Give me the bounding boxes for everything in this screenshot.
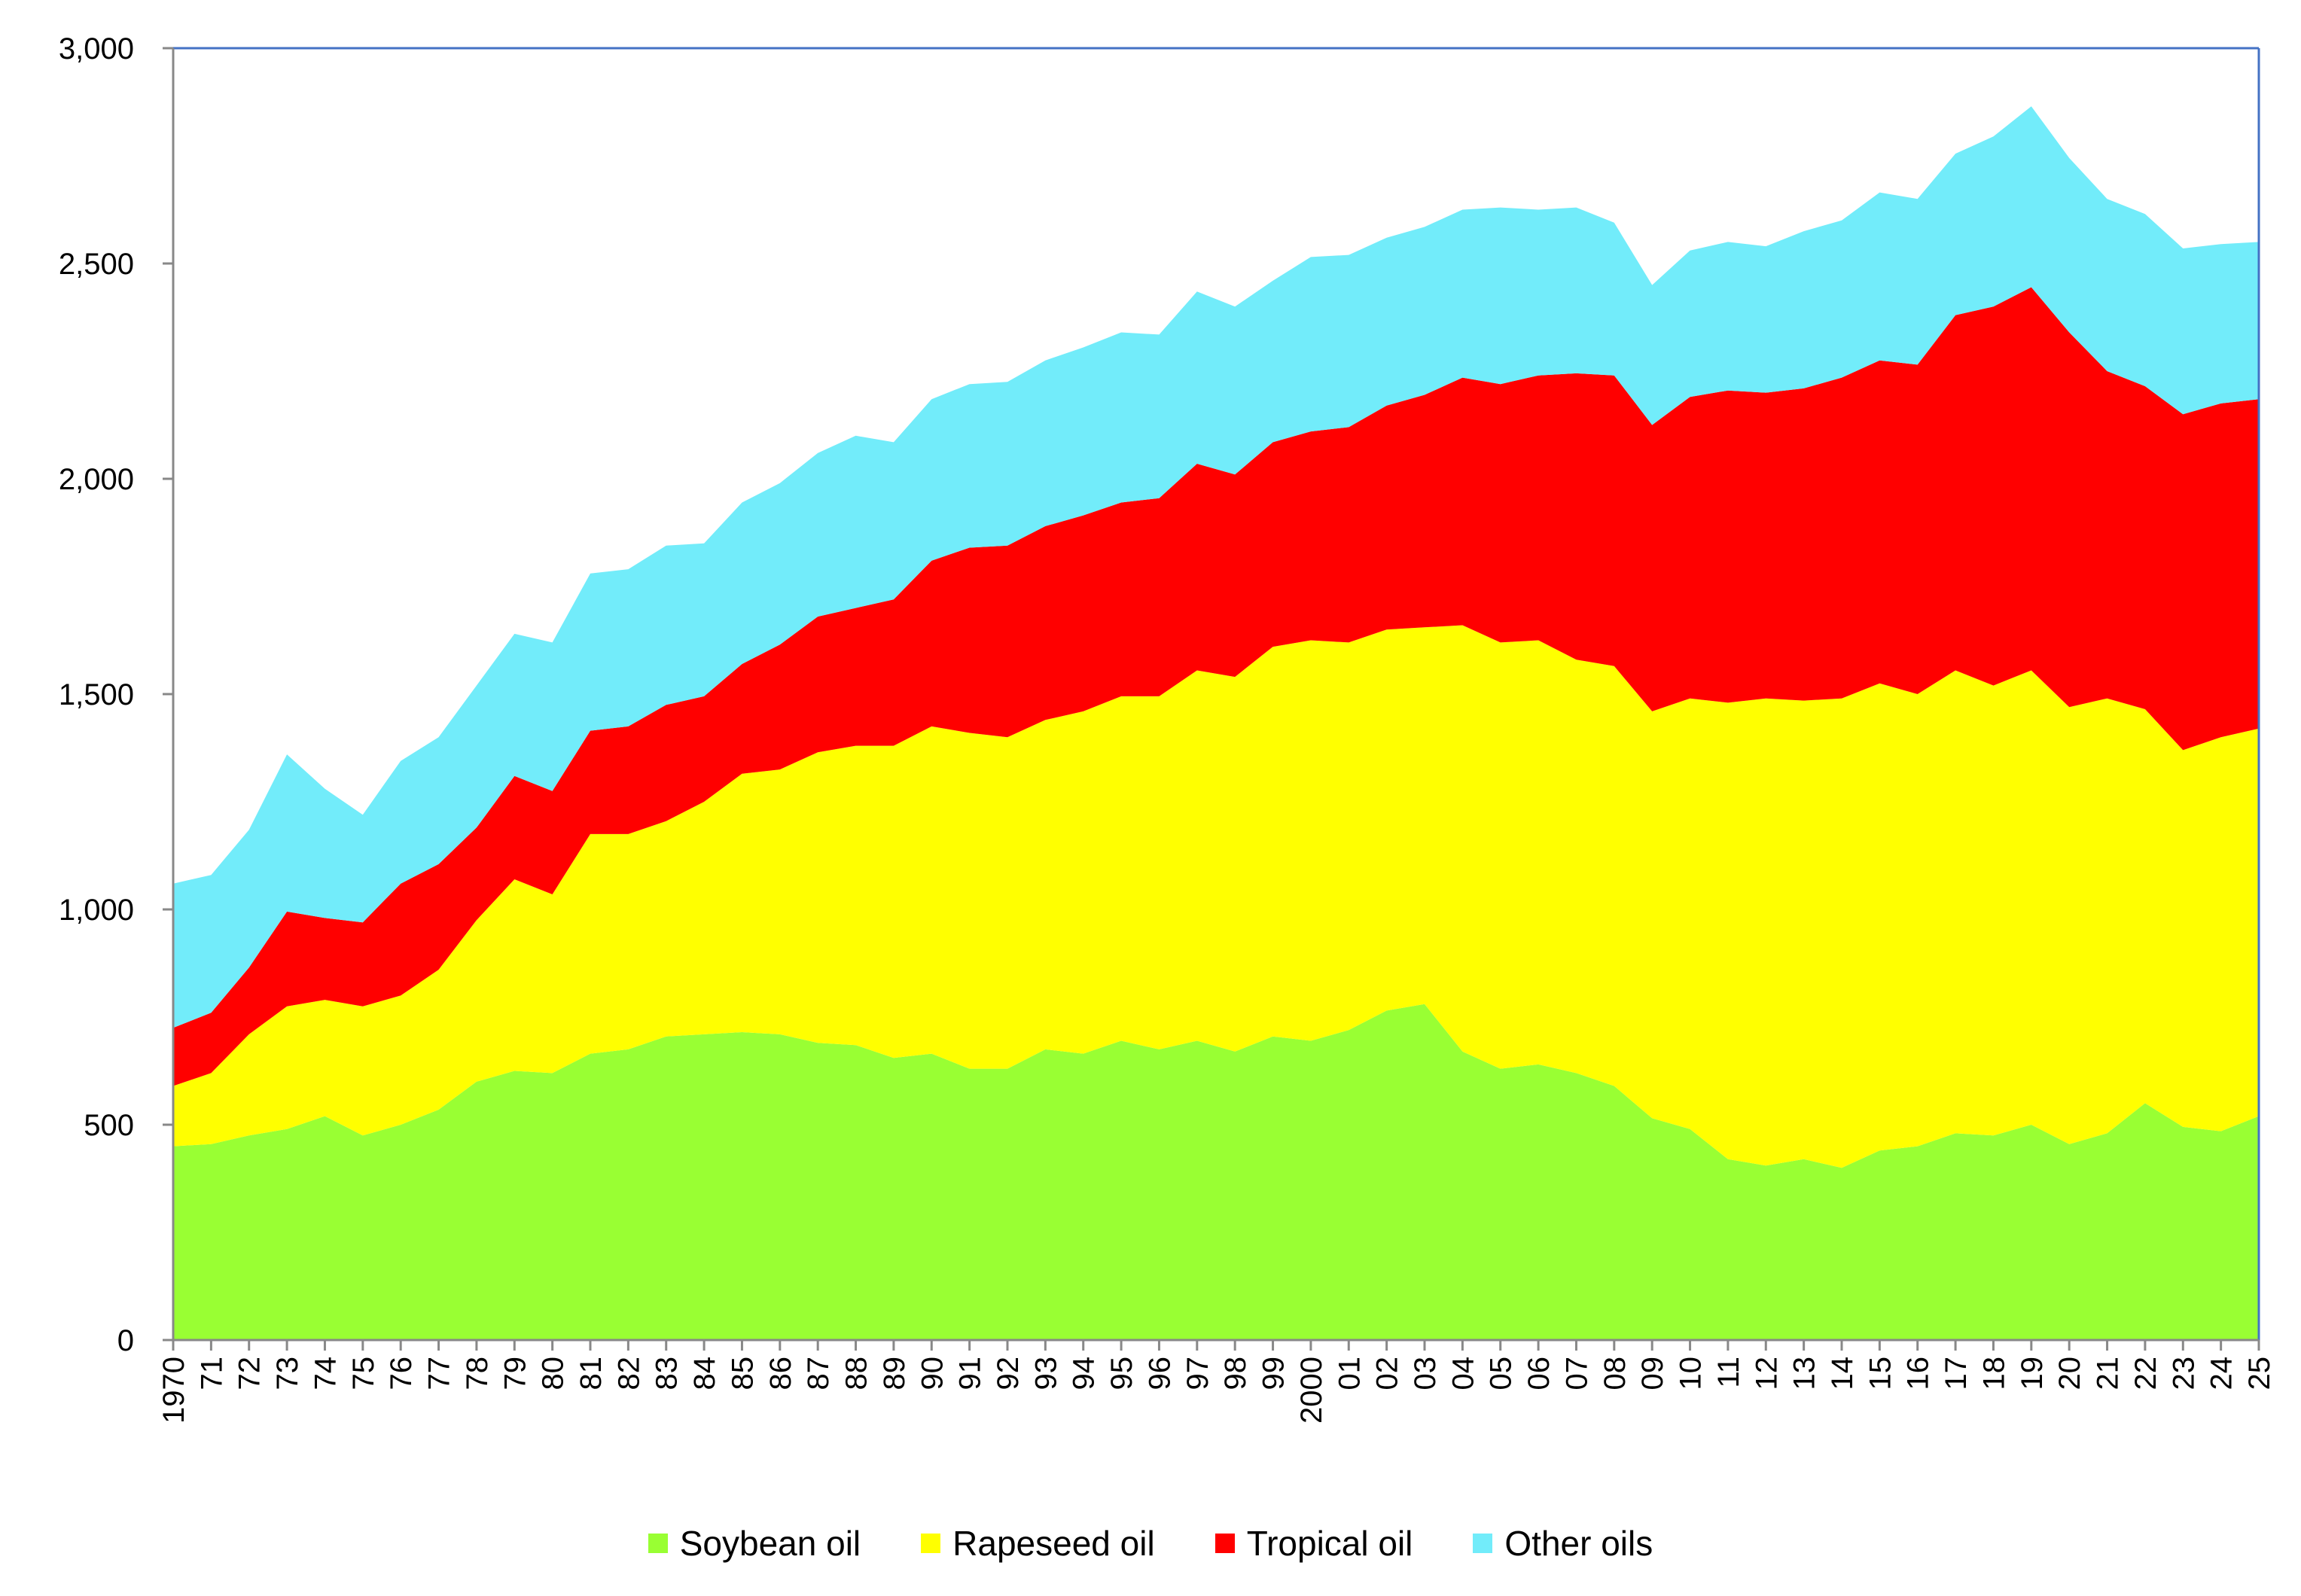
x-tick-label: 99 xyxy=(1257,1357,1291,1390)
legend-swatch xyxy=(921,1534,941,1553)
x-tick-label: 93 xyxy=(1029,1357,1062,1390)
x-tick-label: 89 xyxy=(878,1357,911,1390)
x-tick-label: 2000 xyxy=(1295,1357,1328,1424)
x-tick-label: 95 xyxy=(1105,1357,1138,1390)
x-tick-label: 74 xyxy=(309,1357,342,1390)
x-tick-label: 91 xyxy=(954,1357,987,1390)
legend-swatch xyxy=(1215,1534,1235,1553)
x-tick-label: 73 xyxy=(271,1357,304,1390)
y-tick-label: 2,000 xyxy=(59,463,134,496)
x-tick-label: 84 xyxy=(688,1357,721,1390)
legend-swatch xyxy=(648,1534,668,1553)
x-tick-label: 83 xyxy=(651,1357,684,1390)
x-tick-label: 22 xyxy=(2129,1357,2162,1390)
x-tick-label: 02 xyxy=(1371,1357,1404,1390)
x-tick-label: 04 xyxy=(1446,1357,1480,1390)
x-tick-label: 19 xyxy=(2016,1357,2049,1390)
x-tick-label: 10 xyxy=(1675,1357,1708,1390)
x-tick-label: 77 xyxy=(423,1357,456,1390)
x-tick-label: 23 xyxy=(2167,1357,2200,1390)
x-tick-label: 90 xyxy=(916,1357,949,1390)
x-tick-label: 72 xyxy=(233,1357,267,1390)
legend-label: Other oils xyxy=(1504,1524,1653,1563)
y-tick-label: 0 xyxy=(117,1324,134,1357)
x-tick-label: 09 xyxy=(1636,1357,1669,1390)
x-tick-label: 88 xyxy=(840,1357,873,1390)
x-tick-label: 21 xyxy=(2092,1357,2125,1390)
legend-item-rapeseed-oil: Rapeseed oil xyxy=(921,1523,1155,1564)
x-tick-label: 15 xyxy=(1864,1357,1897,1390)
x-tick-label: 17 xyxy=(1940,1357,1973,1390)
areas-layer xyxy=(173,106,2259,1340)
x-tick-label: 05 xyxy=(1485,1357,1518,1390)
x-tick-label: 92 xyxy=(992,1357,1025,1390)
legend-item-tropical-oil: Tropical oil xyxy=(1215,1523,1413,1564)
x-tick-label: 14 xyxy=(1826,1357,1859,1390)
x-tick-label: 96 xyxy=(1143,1357,1176,1390)
x-tick-label: 25 xyxy=(2243,1357,2276,1390)
x-tick-label: 97 xyxy=(1181,1357,1215,1390)
legend-label: Tropical oil xyxy=(1246,1524,1413,1563)
y-tick-label: 1,000 xyxy=(59,894,134,927)
x-tick-label: 01 xyxy=(1333,1357,1366,1390)
legend-swatch xyxy=(1473,1534,1493,1553)
x-tick-label: 16 xyxy=(1902,1357,1935,1390)
x-tick-label: 12 xyxy=(1750,1357,1783,1390)
x-tick-label: 79 xyxy=(498,1357,532,1390)
legend-item-soybean-oil: Soybean oil xyxy=(648,1523,861,1564)
x-tick-label: 82 xyxy=(612,1357,645,1390)
legend-label: Rapeseed oil xyxy=(952,1524,1155,1563)
y-tick-label: 500 xyxy=(84,1109,134,1142)
x-tick-label: 75 xyxy=(347,1357,380,1390)
x-tick-label: 71 xyxy=(195,1357,228,1390)
x-tick-label: 03 xyxy=(1409,1357,1442,1390)
x-tick-label: 24 xyxy=(2205,1357,2239,1390)
x-tick-label: 78 xyxy=(461,1357,494,1390)
legend-label: Soybean oil xyxy=(679,1524,861,1563)
x-tick-label: 94 xyxy=(1068,1357,1101,1390)
area-tropical-oil xyxy=(173,287,2259,1086)
legend-item-other-oils: Other oils xyxy=(1473,1523,1653,1564)
x-tick-label: 81 xyxy=(574,1357,608,1390)
x-tick-label: 86 xyxy=(764,1357,797,1390)
x-tick-label: 1970 xyxy=(157,1357,190,1424)
x-tick-label: 80 xyxy=(537,1357,570,1390)
x-tick-label: 13 xyxy=(1788,1357,1821,1390)
area-soybean-oil xyxy=(173,1004,2259,1340)
y-tick-label: 3,000 xyxy=(59,32,134,65)
y-tick-label: 1,500 xyxy=(59,678,134,711)
x-tick-label: 06 xyxy=(1522,1357,1556,1390)
x-tick-label: 07 xyxy=(1560,1357,1593,1390)
x-tick-label: 87 xyxy=(802,1357,835,1390)
x-tick-label: 18 xyxy=(1977,1357,2010,1390)
y-tick-label: 2,500 xyxy=(59,248,134,281)
x-tick-label: 11 xyxy=(1712,1357,1745,1388)
x-tick-label: 98 xyxy=(1219,1357,1252,1390)
area-other-oils xyxy=(173,106,2259,1028)
x-tick-label: 08 xyxy=(1599,1357,1632,1390)
area-rapeseed-oil xyxy=(173,625,2259,1168)
x-tick-label: 85 xyxy=(726,1357,759,1390)
legend: Soybean oil Rapeseed oil Tropical oil Other… xyxy=(0,1513,2301,1573)
x-tick-label: 76 xyxy=(385,1357,418,1390)
x-tick-label: 20 xyxy=(2053,1357,2086,1390)
